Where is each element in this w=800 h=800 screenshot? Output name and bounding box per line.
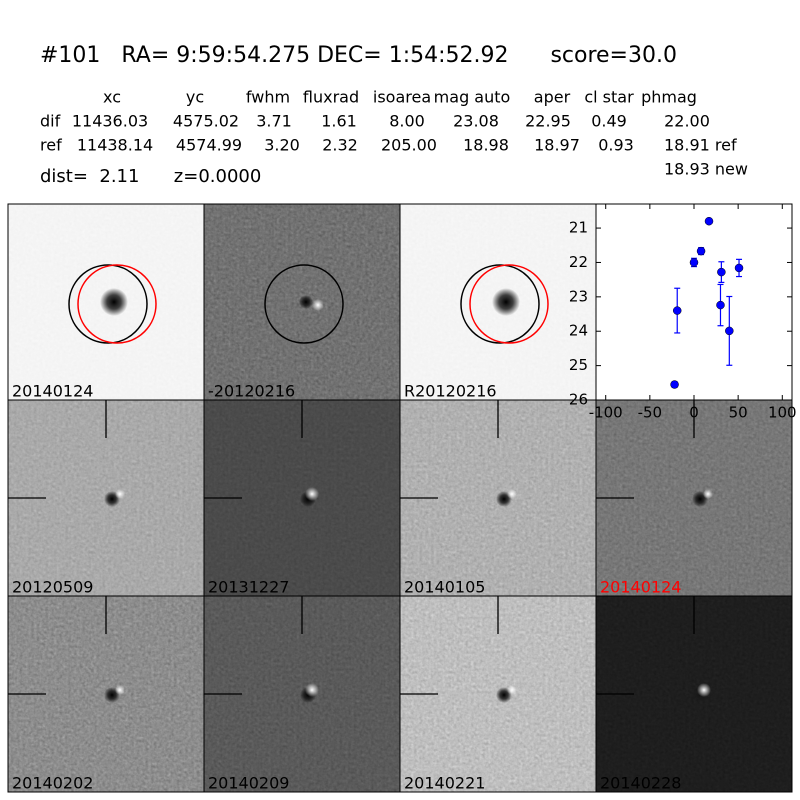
phmag-new: 18.93 new <box>664 160 748 179</box>
table-cell: 0.93 <box>598 136 634 155</box>
star <box>492 288 520 316</box>
panel-label: 20120509 <box>12 578 93 597</box>
star-residual <box>507 489 517 499</box>
aperture-ref <box>77 264 157 344</box>
panel-label: R20120216 <box>404 382 497 401</box>
panel-label: 20140124 <box>600 578 681 597</box>
star-residual <box>697 683 711 697</box>
panel-label: -20120216 <box>208 382 295 401</box>
column-header: aper <box>534 88 571 107</box>
y-tick-label: 21 <box>569 219 588 237</box>
table-cell: 1.61 <box>321 112 357 131</box>
error-point <box>670 380 679 389</box>
error-point <box>725 295 734 366</box>
x-tick-label: 0 <box>689 404 699 422</box>
star <box>100 288 128 316</box>
table-cell: 3.71 <box>256 112 292 131</box>
panel-label: 20140105 <box>404 578 485 597</box>
point <box>716 300 725 310</box>
panel-label: 20140202 <box>12 774 93 793</box>
column-header: fwhm <box>246 88 290 107</box>
star-residual <box>703 489 713 499</box>
x-tick-label: -100 <box>589 404 623 422</box>
aperture <box>264 264 344 344</box>
title: #101 RA= 9:59:54.275 DEC= 1:54:52.92 sco… <box>40 43 677 68</box>
table-cell: 11438.14 <box>77 136 153 155</box>
point <box>696 246 706 256</box>
point <box>670 380 679 389</box>
y-tick-label: 24 <box>569 322 588 340</box>
row-label: ref <box>40 136 62 155</box>
point <box>725 326 734 336</box>
panel-label: 20140228 <box>600 774 681 793</box>
star-residual <box>115 685 125 695</box>
column-header: yc <box>186 88 204 107</box>
error-point <box>734 258 744 278</box>
table-cell: 18.91 ref <box>664 136 737 155</box>
y-tick-label: 25 <box>569 356 588 374</box>
y-tick-label: 26 <box>569 391 588 409</box>
table-cell: 0.49 <box>591 112 627 131</box>
point <box>672 306 682 315</box>
aperture <box>460 264 540 344</box>
panel-border <box>595 595 793 793</box>
table-cell: 205.00 <box>381 136 437 155</box>
star-residual <box>305 683 319 697</box>
panel-label: 20140221 <box>404 774 485 793</box>
error-point <box>672 287 682 334</box>
x-tick-label: 50 <box>729 404 748 422</box>
point <box>717 267 726 277</box>
star-residual <box>115 489 125 499</box>
aperture-ref <box>469 264 549 344</box>
table-cell: 3.20 <box>264 136 300 155</box>
table-cell: 11436.03 <box>72 112 148 131</box>
table-cell: 22.00 <box>664 112 710 131</box>
x-tick-label: -50 <box>638 404 663 422</box>
star-residual <box>312 299 324 311</box>
row-label: dif <box>40 112 61 131</box>
plot-bg <box>595 203 793 401</box>
panel-label: 20140124 <box>12 382 93 401</box>
column-header: fluxrad <box>303 88 359 107</box>
error-point <box>704 216 714 226</box>
error-point <box>716 283 725 327</box>
table-cell: 18.97 <box>534 136 580 155</box>
y-tick-label: 22 <box>569 253 588 271</box>
column-header: cl star <box>584 88 634 107</box>
table-cell: 4575.02 <box>173 112 239 131</box>
point <box>734 263 744 273</box>
column-header: phmag <box>641 88 697 107</box>
error-point <box>717 261 726 283</box>
error-point <box>696 246 706 256</box>
column-header: isoarea <box>373 88 431 107</box>
star-residual <box>507 685 517 695</box>
table-cell: 4574.99 <box>176 136 242 155</box>
table-cell: 18.98 <box>463 136 509 155</box>
error-point <box>689 257 699 268</box>
point <box>689 258 699 267</box>
y-tick-label: 23 <box>569 287 588 305</box>
column-header: mag auto <box>434 88 511 107</box>
column-header: xc <box>103 88 121 107</box>
aperture <box>68 264 148 344</box>
panel-label: 20140209 <box>208 774 289 793</box>
panel-label: 20131227 <box>208 578 289 597</box>
table-cell: 8.00 <box>389 112 425 131</box>
table-cell: 2.32 <box>322 136 358 155</box>
table-cell: 22.95 <box>525 112 571 131</box>
star-residual <box>305 487 319 501</box>
x-tick-label: 100 <box>768 404 797 422</box>
table-cell: 23.08 <box>453 112 499 131</box>
star <box>299 295 313 309</box>
dist-line: dist= 2.11 z=0.0000 <box>40 166 261 187</box>
point <box>704 216 714 226</box>
